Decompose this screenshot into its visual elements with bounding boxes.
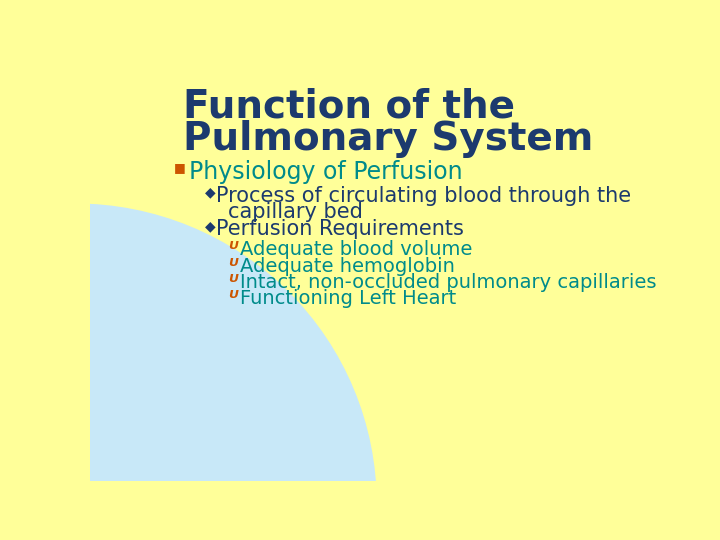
Text: Perfusion Requirements: Perfusion Requirements xyxy=(215,219,464,239)
Text: ■: ■ xyxy=(174,161,186,174)
Text: Adequate blood volume: Adequate blood volume xyxy=(240,240,472,259)
Text: ᵁ: ᵁ xyxy=(228,256,238,275)
Text: Physiology of Perfusion: Physiology of Perfusion xyxy=(189,160,463,184)
Text: ◆: ◆ xyxy=(204,186,215,200)
Text: Process of circulating blood through the: Process of circulating blood through the xyxy=(215,186,631,206)
Text: ◆: ◆ xyxy=(204,219,215,233)
Text: Functioning Left Heart: Functioning Left Heart xyxy=(240,289,456,308)
Text: ᵁ: ᵁ xyxy=(228,273,238,292)
Text: Adequate hemoglobin: Adequate hemoglobin xyxy=(240,256,454,275)
Text: Intact, non-occluded pulmonary capillaries: Intact, non-occluded pulmonary capillari… xyxy=(240,273,656,292)
Circle shape xyxy=(0,204,377,540)
Text: capillary bed: capillary bed xyxy=(228,202,363,222)
Text: Function of the: Function of the xyxy=(183,88,515,126)
Text: ᵁ: ᵁ xyxy=(228,289,238,308)
Text: ᵁ: ᵁ xyxy=(228,240,238,259)
Text: Pulmonary System: Pulmonary System xyxy=(183,120,593,158)
